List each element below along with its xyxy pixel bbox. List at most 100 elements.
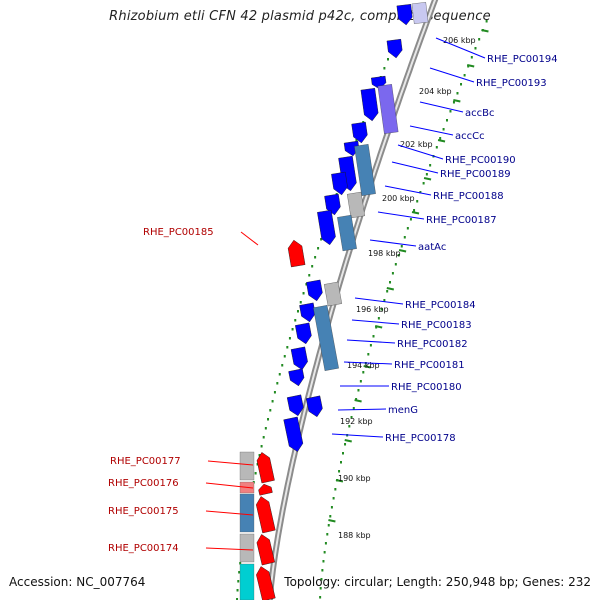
gene-labels: RHE_PC00194 RHE_PC00193 accBc accCc RHE_PC00… [108,37,558,554]
cds-block [323,281,343,307]
reverse-cds-arrow [256,496,276,534]
ruler-tick [481,29,489,33]
label-leader-line [351,319,400,325]
cds-block [377,84,399,134]
label-leader-line [429,67,475,83]
accession-text: Accession: NC_007764 [9,575,146,589]
label-leader-line [377,211,425,220]
label-leader-line [419,101,464,113]
label-leader-line [205,482,254,489]
cds-block [354,144,376,196]
forward-cds-arrow [288,368,305,387]
forward-gene-label: RHE_PC00180 [391,382,462,393]
forward-cds-arrow [299,302,316,323]
label-leader-line [205,510,254,516]
forward-gene-label: RHE_PC00178 [385,433,456,444]
forward-cds-arrow [386,38,403,59]
forward-gene-label: RHE_PC00184 [405,300,476,311]
label-leader-line [240,231,259,246]
tick-label: 202 kbp [400,140,433,149]
forward-gene-label: RHE_PC00190 [445,155,516,166]
forward-gene-label: RHE_PC00182 [397,339,468,350]
forward-cds-arrow [290,346,308,371]
ruler-tick [328,519,336,523]
reverse-gene-label: RHE_PC00185 [143,227,214,238]
tick-label: 188 kbp [338,531,371,540]
ruler-tick [354,399,362,403]
forward-gene-label: RHE_PC00194 [487,54,558,65]
label-leader-line [346,339,396,344]
label-leader-line [435,37,486,59]
forward-cds-arrow [295,322,312,345]
cds-block [411,2,429,24]
forward-cds-arrow [360,87,379,122]
forward-gene-label: accCc [455,131,485,142]
forward-gene-label: RHE_PC00188 [433,191,504,202]
cds-block [337,214,357,252]
cds-block [239,451,255,481]
label-leader-line [409,125,454,136]
cds-block [313,305,339,371]
reverse-cds-arrow [256,452,275,484]
tick-label: 190 kbp [338,474,371,483]
forward-cds-arrow [331,171,348,196]
reverse-gene-label: RHE_PC00175 [108,506,179,517]
reverse-cds-arrow [287,239,306,268]
tick-label: 200 kbp [382,194,415,203]
forward-gene-label: accBc [465,108,494,119]
forward-cds-arrow [283,416,304,452]
label-leader-line [391,161,439,174]
ruler-tick [363,365,371,369]
forward-gene-label: RHE_PC00181 [394,360,465,371]
cds-block [239,493,255,533]
ruler-tick [335,479,344,483]
ruler-tick [411,211,420,215]
forward-cds-arrow [324,193,341,216]
forward-gene-label: RHE_PC00189 [440,169,511,180]
forward-gene-label: RHE_PC00187 [426,215,497,226]
cds-block [239,533,255,563]
forward-cds-arrow [286,394,304,417]
label-leader-line [354,297,404,305]
label-leader-line [205,547,254,551]
label-leader-line [369,239,417,247]
label-leader-line [331,433,384,438]
label-leader-line [207,460,254,466]
ruler-tick [386,287,395,291]
reverse-gene-label: RHE_PC00177 [110,456,181,467]
label-leader-line [343,361,393,365]
label-leader-line [384,185,432,196]
map-title: Rhizobium etli CFN 42 plasmid p42c, comp… [109,9,491,24]
forward-gene-label: RHE_PC00183 [401,320,472,331]
forward-cds-arrow [305,395,323,418]
tick-label: 192 kbp [340,417,373,426]
forward-cds-arrow [351,121,368,144]
cds-block [347,191,365,219]
ruler-tick [453,99,461,103]
topology-summary: Topology: circular; Length: 250,948 bp; … [284,575,591,589]
ruler-tick [344,439,352,443]
ruler-tick [466,64,475,68]
forward-cds-arrow [317,209,336,246]
forward-cds-arrow [306,279,323,302]
ruler-tick [374,325,383,329]
label-leader-line [397,144,444,160]
ruler-tick [437,139,446,143]
tick-label: 198 kbp [368,249,401,258]
ruler-tick [398,249,407,253]
forward-gene-label: aatAc [418,242,446,253]
ruler-tick [423,177,432,181]
reverse-gene-label: RHE_PC00176 [108,478,179,489]
forward-gene-label: menG [388,405,418,416]
reverse-cds-arrow [256,534,275,566]
tick-label: 196 kbp [356,305,389,314]
cds-block [239,563,255,600]
tick-label: 206 kbp [443,36,476,45]
tick-label: 204 kbp [419,87,452,96]
tick-label: 194 kbp [347,361,380,370]
reverse-cds-arrow [258,483,273,496]
forward-gene-label: RHE_PC00193 [476,78,547,89]
label-leader-line [337,408,387,411]
